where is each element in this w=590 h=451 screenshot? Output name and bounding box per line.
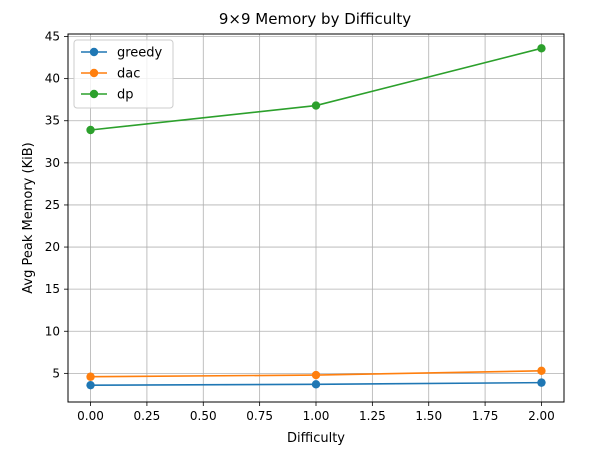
y-tick-label: 30: [45, 156, 60, 170]
legend-label: dp: [117, 88, 134, 103]
x-tick-label: 0.50: [190, 409, 217, 423]
legend-label: greedy: [117, 46, 163, 61]
x-tick-label: 0.25: [134, 409, 161, 423]
y-axis: 5 10 15 20 25 30 35 40 45: [45, 30, 68, 380]
y-tick-label: 10: [45, 324, 60, 338]
dac-point: [537, 366, 546, 376]
x-tick-label: 2.00: [528, 409, 555, 423]
x-tick-label: 0.75: [246, 409, 273, 423]
dp-point: [311, 101, 321, 110]
series-layer: [86, 44, 546, 390]
dac-point: [86, 372, 95, 381]
x-tick-label: 0.00: [77, 409, 104, 423]
x-axis: 0.00 0.25 0.50 0.75 1.00 1.25 1.50 1.75 2.00: [77, 402, 555, 423]
dac-point: [311, 370, 321, 380]
grid: [68, 34, 564, 402]
y-tick-label: 35: [45, 114, 60, 128]
legend: greedy dac dp: [73, 39, 174, 109]
legend-marker: [89, 68, 99, 78]
x-tick-label: 1.50: [415, 409, 442, 423]
legend-item-greedy: greedy: [81, 46, 163, 61]
y-tick-label: 5: [52, 366, 60, 380]
x-tick-label: 1.75: [472, 409, 499, 423]
greedy-point: [86, 380, 95, 390]
legend-label: dac: [117, 67, 140, 82]
legend-marker: [89, 89, 99, 99]
greedy-point: [537, 378, 546, 387]
y-tick-label: 40: [45, 72, 60, 86]
y-tick-label: 45: [45, 30, 60, 44]
legend-item-dac: dac: [81, 67, 140, 82]
legend-marker: [89, 47, 99, 57]
series-dp: [86, 44, 546, 135]
chart-title: 9×9 Memory by Difficulty: [219, 10, 411, 28]
y-tick-label: 15: [45, 282, 60, 296]
series-dac: [86, 366, 546, 381]
dp-point: [537, 44, 546, 53]
series-greedy: [86, 378, 546, 390]
x-tick-label: 1.00: [303, 409, 330, 423]
legend-box: [73, 39, 174, 109]
y-tick-label: 25: [45, 198, 60, 212]
x-tick-label: 1.25: [359, 409, 386, 423]
dp-point: [86, 125, 95, 135]
legend-item-dp: dp: [81, 88, 134, 103]
greedy-point: [311, 380, 321, 389]
y-tick-label: 20: [45, 240, 60, 254]
x-axis-title: Difficulty: [287, 431, 345, 446]
y-axis-title: Avg Peak Memory (KiB): [21, 142, 36, 293]
